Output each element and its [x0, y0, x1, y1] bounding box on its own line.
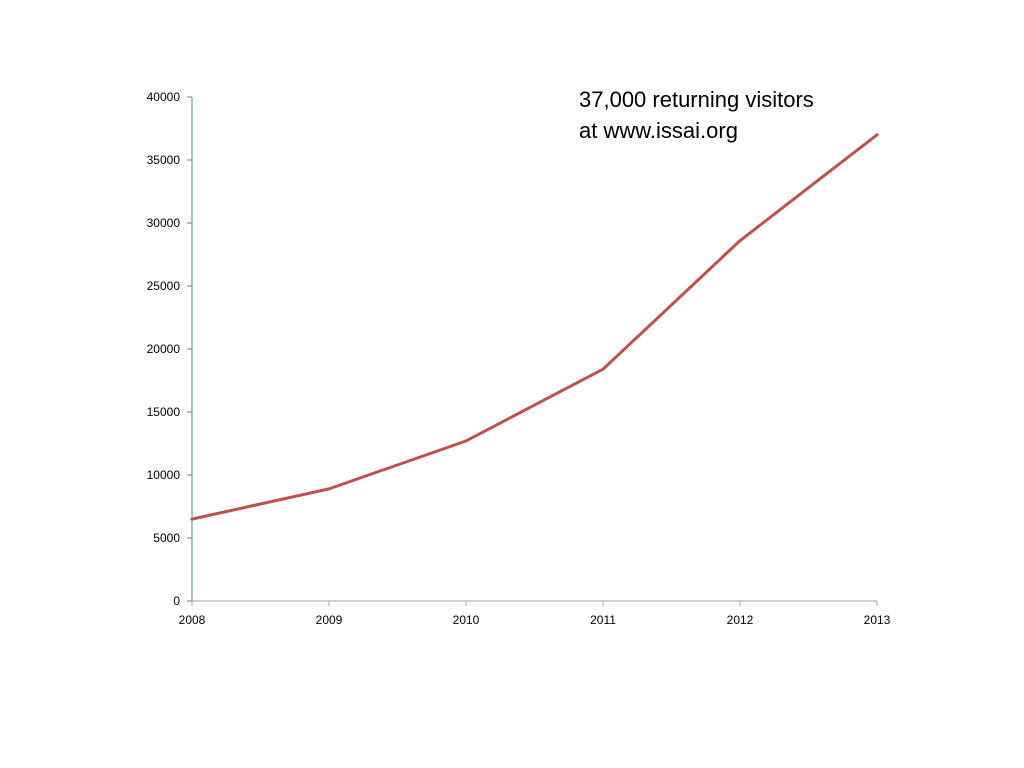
x-tick-label: 2011 — [590, 613, 616, 627]
x-tick-label: 2012 — [727, 613, 754, 627]
chart-annotation: 37,000 returning visitors at www.issai.o… — [579, 84, 814, 146]
x-tick-label: 2013 — [864, 613, 891, 627]
y-axis-ticks: 0 5000 10000 15000 20000 25000 30000 35000 40000 — [147, 90, 192, 608]
x-tick-label: 2008 — [179, 613, 206, 627]
data-point-2013 — [875, 133, 879, 137]
annotation-line-2: at www.issai.org — [579, 118, 738, 143]
y-tick-label: 10000 — [147, 468, 181, 482]
x-axis-ticks: 2008 2009 2010 2011 2012 2013 — [179, 601, 891, 627]
y-tick-label: 35000 — [147, 153, 181, 167]
data-point-2010 — [464, 439, 468, 443]
y-tick-label: 40000 — [147, 90, 181, 104]
y-tick-label: 20000 — [147, 342, 181, 356]
y-tick-label: 30000 — [147, 216, 181, 230]
y-tick-label: 15000 — [147, 405, 181, 419]
x-tick-label: 2009 — [316, 613, 343, 627]
series-points — [190, 133, 879, 521]
y-tick-label: 0 — [173, 594, 180, 608]
data-point-2012 — [738, 239, 742, 243]
annotation-line-1: 37,000 returning visitors — [579, 87, 814, 112]
series-line-visitors — [190, 133, 879, 521]
y-tick-label: 5000 — [153, 531, 180, 545]
y-tick-label: 25000 — [147, 279, 181, 293]
data-point-2009 — [327, 487, 331, 491]
x-tick-label: 2010 — [453, 613, 480, 627]
data-point-2011 — [601, 367, 605, 371]
data-point-2008 — [190, 517, 194, 521]
